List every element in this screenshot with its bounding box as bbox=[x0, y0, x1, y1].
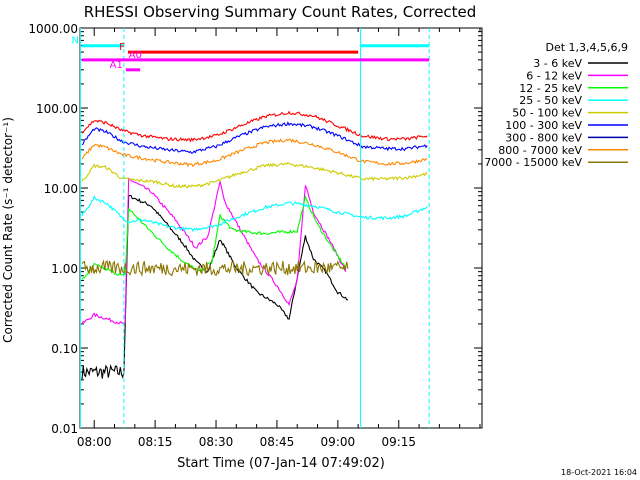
y-tick-label: 0.01 bbox=[51, 422, 78, 436]
y-axis-label: Corrected Count Rate (s⁻¹ detector⁻¹) bbox=[1, 117, 15, 343]
legend-label: 25 - 50 keV bbox=[519, 94, 582, 107]
chart-title: RHESSI Observing Summary Count Rates, Co… bbox=[84, 3, 477, 21]
x-tick-label: 09:00 bbox=[321, 435, 356, 449]
legend-label: 12 - 25 keV bbox=[519, 82, 582, 95]
x-tick-label: 09:15 bbox=[381, 435, 416, 449]
y-tick-label: 1.00 bbox=[51, 262, 78, 276]
x-tick-label: 08:45 bbox=[260, 435, 295, 449]
x-tick-label: 08:00 bbox=[77, 435, 112, 449]
series-line-7000-15000-kev bbox=[81, 259, 349, 278]
date-stamp: 18-Oct-2021 16:04 bbox=[561, 468, 637, 477]
state-bar-label: A1 bbox=[110, 60, 123, 71]
series-line-800-7000-kev bbox=[81, 138, 428, 168]
x-axis-label: Start Time (07-Jan-14 07:49:02) bbox=[177, 456, 385, 471]
legend-label: 3 - 6 keV bbox=[533, 57, 582, 70]
series-line-12-25-kev bbox=[81, 194, 347, 280]
x-tick-label: 08:30 bbox=[199, 435, 234, 449]
series-line-6-12-kev bbox=[81, 177, 347, 325]
y-tick-label: 100.00 bbox=[36, 102, 78, 116]
y-tick-label: 10.00 bbox=[44, 182, 78, 196]
series-line-50-100-kev bbox=[81, 161, 428, 189]
state-bar-label: F bbox=[119, 42, 125, 53]
legend-label: 100 - 300 keV bbox=[505, 119, 582, 132]
legend-title: Det 1,3,4,5,6,9 bbox=[545, 41, 628, 54]
legend-label: 50 - 100 keV bbox=[512, 107, 582, 120]
legend-label: 6 - 12 keV bbox=[526, 69, 582, 82]
x-tick-label: 08:15 bbox=[138, 435, 173, 449]
series-line-100-300-kev bbox=[81, 121, 428, 154]
legend-label: 7000 - 15000 keV bbox=[484, 156, 582, 169]
series-line-total bbox=[81, 110, 428, 143]
series-line-25-50-kev bbox=[81, 195, 428, 233]
legend-label: 800 - 7000 keV bbox=[498, 144, 582, 157]
legend-label: 300 - 800 keV bbox=[505, 131, 582, 144]
state-bar-label: A0 bbox=[129, 50, 142, 61]
y-tick-label: 0.10 bbox=[51, 342, 78, 356]
y-tick-label: 1000.00 bbox=[28, 22, 78, 36]
state-bar-label: N bbox=[72, 36, 79, 47]
